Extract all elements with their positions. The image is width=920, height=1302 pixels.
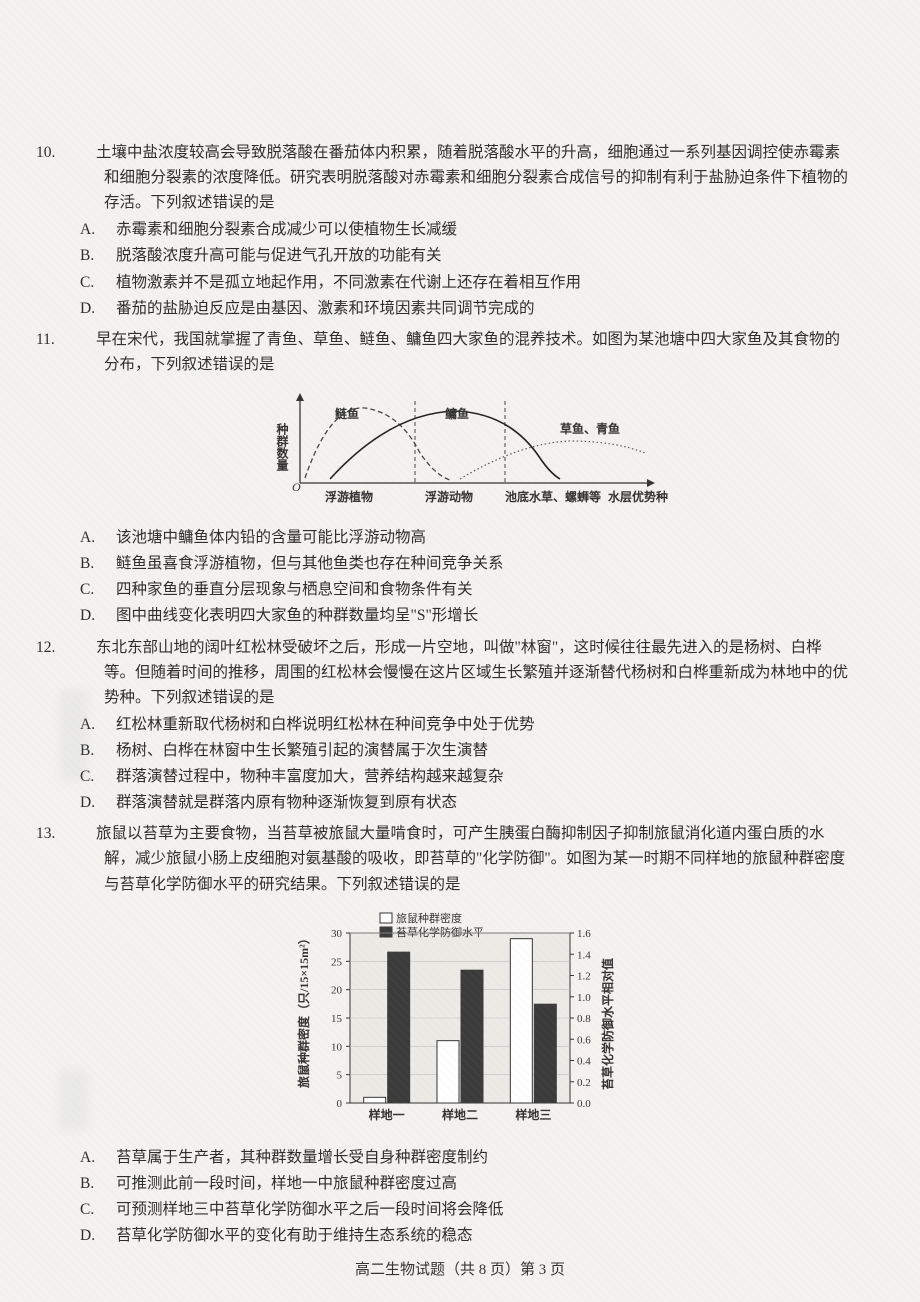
option-c: C.群落演替过程中，物种丰富度加大，营养结构越来越复杂 (70, 764, 850, 789)
svg-text:浮游植物: 浮游植物 (325, 489, 373, 504)
stem-text: 土壤中盐浓度较高会导致脱落酸在番茄体内积累，随着脱落酸水平的升高，细胞通过一系列… (96, 144, 848, 211)
label-yong: 鳙鱼 (445, 406, 469, 421)
option-d: D.群落演替就是群落内原有物种逐渐恢复到原有状态 (70, 790, 850, 815)
label-lian: 鲢鱼 (335, 406, 359, 421)
question-12: 12.东北东部山地的阔叶红松林受破坏之后，形成一片空地，叫做"林窗"，这时候往往… (70, 635, 850, 816)
option-c: C.四种家鱼的垂直分层现象与栖息空间和食物条件有关 (70, 577, 850, 602)
svg-text:1.0: 1.0 (577, 991, 591, 1003)
svg-text:5: 5 (337, 1069, 343, 1081)
option-d: D.图中曲线变化表明四大家鱼的种群数量均呈"S"形增长 (70, 603, 850, 628)
svg-text:25: 25 (331, 956, 343, 968)
svg-text:0.8: 0.8 (577, 1013, 591, 1025)
svg-text:15: 15 (331, 1013, 343, 1025)
svg-text:1.4: 1.4 (577, 949, 591, 961)
stem: 11.早在宋代，我国就掌握了青鱼、草鱼、鲢鱼、鳙鱼四大家鱼的混养技术。如图为某池… (70, 327, 850, 377)
svg-text:旅鼠种群密度（只/15×15m²）: 旅鼠种群密度（只/15×15m²） (296, 932, 311, 1088)
option-a: A.红松林重新取代杨树和白桦说明红松林在种间竞争中处于优势 (70, 712, 850, 737)
option-c: C.植物激素并不是孤立地起作用，不同激素在代谢上还存在着相互作用 (70, 270, 850, 295)
option-c: C.可预测样地三中苔草化学防御水平之后一段时间将会降低 (70, 1197, 850, 1222)
option-a: A.该池塘中鳙鱼体内铅的含量可能比浮游动物高 (70, 525, 850, 550)
svg-text:10: 10 (331, 1041, 343, 1053)
option-b: B.杨树、白桦在林窗中生长繁殖引起的演替属于次生演替 (70, 738, 850, 763)
svg-text:20: 20 (331, 984, 343, 996)
stem: 12.东北东部山地的阔叶红松林受破坏之后，形成一片空地，叫做"林窗"，这时候往往… (70, 635, 850, 710)
y-axis-label: 种群数量 (275, 422, 289, 471)
svg-text:水层优势种: 水层优势种 (608, 489, 668, 504)
fish-distribution-chart: 种群数量 O 鲢鱼 鳙鱼 草鱼、青鱼 浮游植物 浮游动物 池底水草、螺蛳等 水层… (70, 383, 850, 521)
stem: 10.土壤中盐浓度较高会导致脱落酸在番茄体内积累，随着脱落酸水平的升高，细胞通过… (70, 140, 850, 215)
svg-text:池底水草、螺蛳等: 池底水草、螺蛳等 (505, 489, 601, 504)
option-a: A.苔草属于生产者，其种群数量增长受自身种群密度制约 (70, 1145, 850, 1170)
option-d: D.苔草化学防御水平的变化有助于维持生态系统的稳态 (70, 1223, 850, 1248)
label-caoqing: 草鱼、青鱼 (560, 421, 620, 436)
series-yong (330, 411, 560, 479)
svg-text:浮游动物: 浮游动物 (425, 489, 473, 504)
option-b: B.脱落酸浓度升高可能与促进气孔开放的功能有关 (70, 243, 850, 268)
svg-text:0.6: 0.6 (577, 1034, 591, 1046)
question-number: 10. (70, 140, 96, 165)
svg-text:0.2: 0.2 (577, 1076, 591, 1088)
stem: 13.旅鼠以苔草为主要食物，当苔草被旅鼠大量啃食时，可产生胰蛋白酶抑制因子抑制旅… (70, 821, 850, 896)
svg-text:0.0: 0.0 (577, 1098, 591, 1110)
lemming-bar-chart: 旅鼠种群密度苔草化学防御水平 0 5 10 15 20 25 30 0.0 0.2 0.4 0.6 0.… (70, 903, 850, 1141)
svg-text:0.4: 0.4 (577, 1055, 591, 1067)
option-b: B.鲢鱼虽喜食浮游植物，但与其他鱼类也存在种间竞争关系 (70, 551, 850, 576)
svg-text:O: O (292, 480, 301, 494)
page-footer: 高二生物试题（共 8 页）第 3 页 (70, 1258, 850, 1279)
svg-text:样地二: 样地二 (442, 1107, 478, 1122)
question-13: 13.旅鼠以苔草为主要食物，当苔草被旅鼠大量啃食时，可产生胰蛋白酶抑制因子抑制旅… (70, 821, 850, 1248)
option-b: B.可推测此前一段时间，样地一中旅鼠种群密度过高 (70, 1171, 850, 1196)
svg-text:旅鼠种群密度: 旅鼠种群密度 (396, 911, 462, 925)
svg-text:1.6: 1.6 (577, 928, 591, 940)
svg-text:苔草化学防御水平相对值: 苔草化学防御水平相对值 (600, 958, 615, 1090)
question-10: 10.土壤中盐浓度较高会导致脱落酸在番茄体内积累，随着脱落酸水平的升高，细胞通过… (70, 140, 850, 321)
svg-text:0: 0 (337, 1098, 343, 1110)
svg-text:1.2: 1.2 (577, 970, 591, 982)
svg-text:苔草化学防御水平: 苔草化学防御水平 (396, 925, 484, 939)
option-a: A.赤霉素和细胞分裂素合成减少可以使植物生长减缓 (70, 217, 850, 242)
svg-text:样地一: 样地一 (369, 1107, 405, 1122)
question-11: 11.早在宋代，我国就掌握了青鱼、草鱼、鲢鱼、鳙鱼四大家鱼的混养技术。如图为某池… (70, 327, 850, 629)
svg-text:30: 30 (331, 928, 343, 940)
series-lian (305, 408, 450, 480)
option-d: D.番茄的盐胁迫反应是由基因、激素和环境因素共同调节完成的 (70, 296, 850, 321)
svg-text:样地三: 样地三 (515, 1107, 551, 1122)
